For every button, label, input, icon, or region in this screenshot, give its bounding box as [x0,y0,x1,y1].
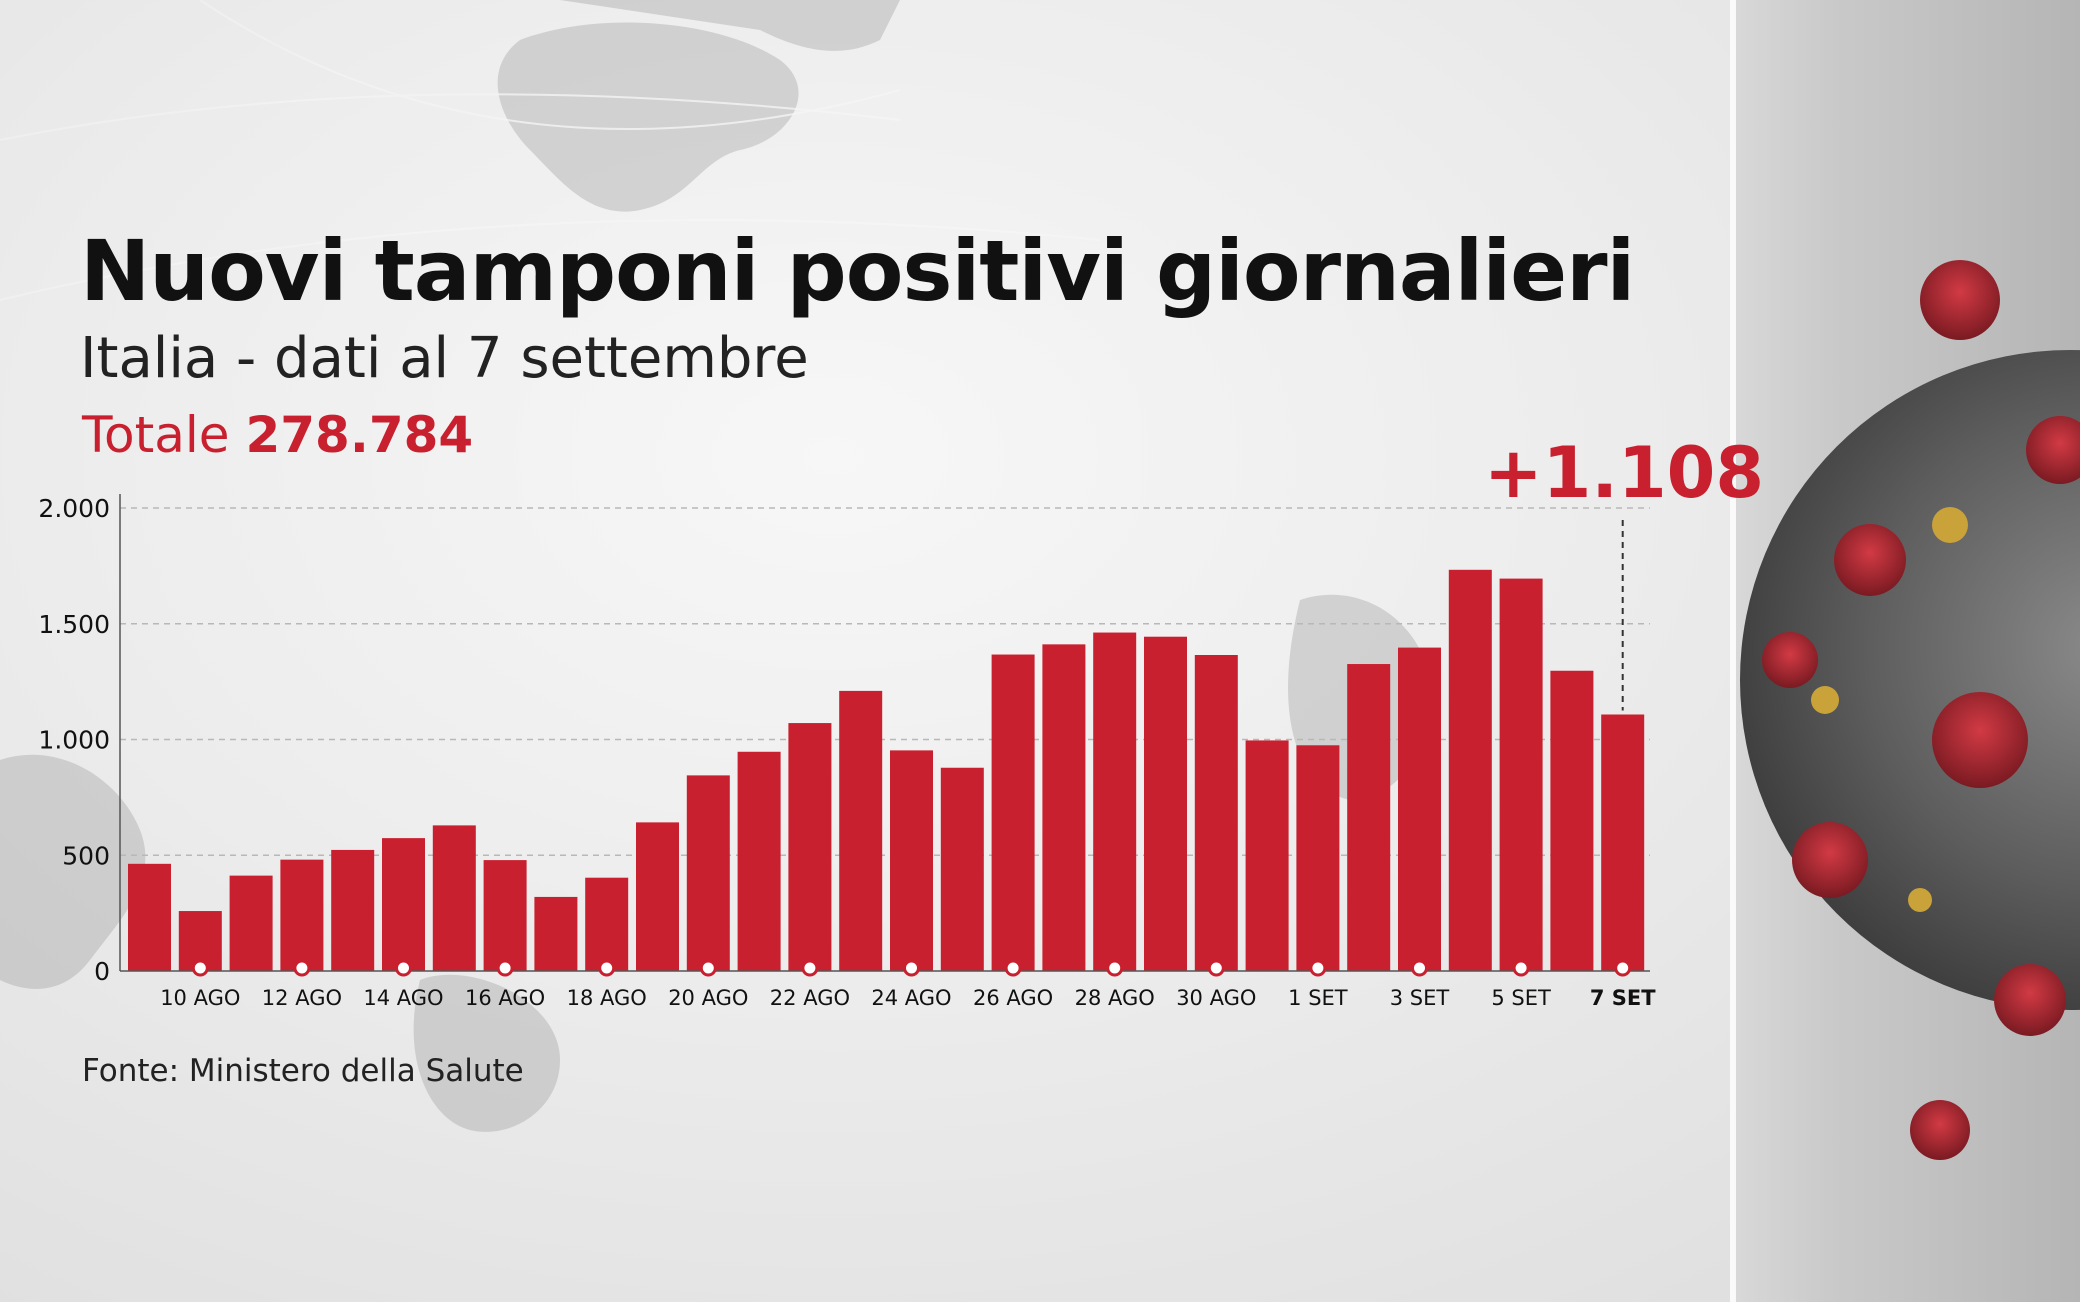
x-tick-label: 20 AGO [668,986,748,1010]
bar [1296,745,1340,971]
panel-edge [1730,0,1736,1302]
x-tick-label: 5 SET [1491,986,1551,1010]
x-tick-marker [1207,959,1225,977]
bar [1601,714,1645,971]
bar [839,690,883,971]
bar [432,825,476,971]
total-line: Totale 278.784 [82,406,473,464]
x-tick-marker [395,959,412,977]
x-tick-marker [496,959,514,977]
chart-subtitle: Italia - dati al 7 settembre [80,326,809,391]
x-tick-label: 12 AGO [262,986,342,1010]
y-tick-label: 1.000 [38,726,110,755]
x-tick-marker [191,959,209,977]
grid-lines [120,507,1650,856]
bar [636,822,679,971]
chart-title: Nuovi tamponi positivi giornalieri [80,222,1635,320]
x-tick-marker [699,959,717,977]
x-tick-marker [1614,959,1632,977]
x-tick-marker [293,959,311,977]
bar [1042,644,1086,971]
bar [737,751,781,971]
x-tick-label: 7 SET [1590,986,1656,1010]
bar [1499,578,1543,971]
latest-value-annotation: +1.108 [1484,432,1765,514]
x-tick-label: 24 AGO [871,986,951,1010]
x-tick-marker [1512,959,1530,977]
x-tick-label: 16 AGO [465,986,545,1010]
x-tick-marker [903,959,920,977]
bar [1448,569,1492,971]
y-tick-label: 1.500 [38,610,110,639]
total-value: 278.784 [245,406,474,464]
virus-image-panel [1730,0,2080,1302]
virus-illustration [1740,260,2080,1160]
tick-labels: 0 500 1.000 1.500 2.000 10 AGO 12 AGO 14 AGO 16 … [38,494,1656,1010]
bar [1550,670,1594,971]
bar [788,723,832,971]
x-tick-marker [1004,959,1022,977]
bar [483,860,527,971]
x-tick-marker [1309,959,1327,977]
bar [1245,740,1289,971]
bar [280,859,324,971]
y-tick-label: 2.000 [38,494,110,523]
x-tick-label: 28 AGO [1075,986,1155,1010]
x-tick-label: 3 SET [1390,986,1450,1010]
bar [585,877,629,971]
bar [686,775,730,971]
x-tick-marker [1106,959,1124,977]
x-tick-label: 26 AGO [973,986,1053,1010]
x-tick-label: 14 AGO [363,986,443,1010]
x-tick-label: 22 AGO [770,986,850,1010]
bar [229,875,273,971]
bar [1398,647,1441,971]
y-tick-label: 500 [62,841,110,870]
x-tick-label: 30 AGO [1176,986,1256,1010]
axes [119,494,1650,977]
bar [128,863,171,971]
bar [382,838,425,971]
bar [1093,632,1137,971]
bar [1144,636,1187,971]
x-tick-label: 1 SET [1288,986,1348,1010]
x-tick-label: 18 AGO [567,986,647,1010]
x-tick-marker [801,959,819,977]
bar [991,654,1035,971]
bar [534,896,578,971]
bar [331,849,375,971]
total-label: Totale [82,406,230,464]
bar [890,750,933,971]
x-tick-marker [598,959,616,977]
bar [1347,664,1391,971]
source-note: Fonte: Ministero della Salute [82,1053,524,1089]
x-tick-marker [1411,959,1428,977]
x-tick-label: 10 AGO [160,986,240,1010]
y-tick-label: 0 [94,957,110,986]
bars [128,569,1645,971]
bar [940,767,984,971]
bar [1194,655,1238,971]
